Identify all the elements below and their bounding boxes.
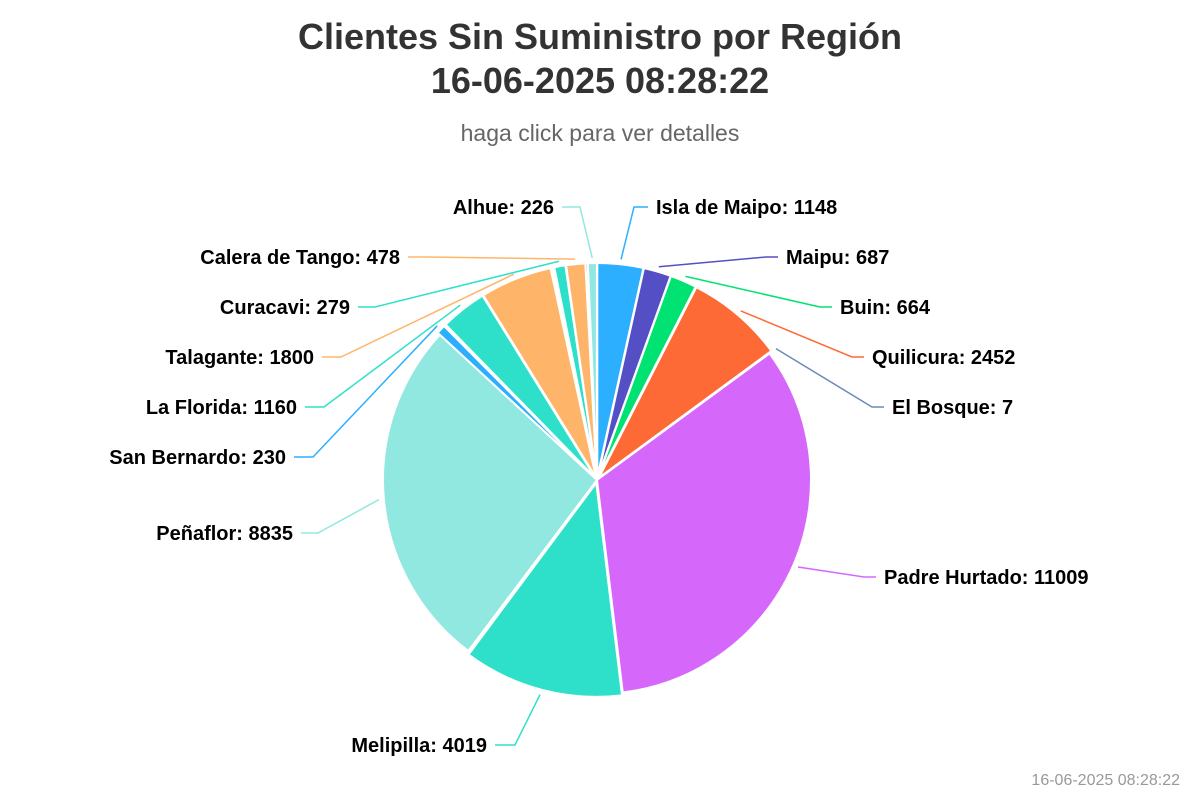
connector-el-bosque xyxy=(775,347,884,408)
connector-san-bernardo xyxy=(294,325,438,458)
chart-subtitle: haga click para ver detalles xyxy=(460,120,740,146)
data-label-san-bernardo[interactable]: San Bernardo: 230 xyxy=(109,447,286,469)
connector-melipilla xyxy=(495,694,541,746)
connector-la-florida xyxy=(305,304,461,408)
data-label-la-florida[interactable]: La Florida: 1160 xyxy=(146,397,297,419)
data-label-talagante[interactable]: Talagante: 1800 xyxy=(165,347,314,369)
pie-slice-quilicura[interactable] xyxy=(597,286,773,479)
data-label-isla-de-maipo[interactable]: Isla de Maipo: 1148 xyxy=(656,197,837,219)
data-label-maipu[interactable]: Maipu: 687 xyxy=(786,247,889,269)
connector-calera-de-tango xyxy=(408,256,576,260)
connector-isla-de-maipo xyxy=(620,206,648,260)
data-label-curacavi[interactable]: Curacavi: 279 xyxy=(220,297,350,319)
chart-title: Clientes Sin Suministro por Región xyxy=(297,16,903,57)
pie-slice-penaflor[interactable] xyxy=(382,333,598,652)
connector-maipu xyxy=(658,256,778,268)
connector-penaflor xyxy=(301,498,380,534)
connector-quilicura xyxy=(740,310,864,358)
connector-buin xyxy=(685,275,832,308)
data-label-melipilla[interactable]: Melipilla: 4019 xyxy=(351,735,487,757)
data-label-quilicura[interactable]: Quilicura: 2452 xyxy=(872,347,1015,369)
data-label-el-bosque[interactable]: El Bosque: 7 xyxy=(892,397,1013,419)
connector-padre-hurtado xyxy=(797,566,876,578)
pie-slices xyxy=(382,262,812,698)
data-label-calera-de-tango[interactable]: Calera de Tango: 478 xyxy=(200,247,400,269)
data-label-padre-hurtado[interactable]: Padre Hurtado: 11009 xyxy=(884,567,1089,589)
connector-alhue xyxy=(562,206,593,259)
timestamp-credit: 16-06-2025 08:28:22 xyxy=(1031,772,1180,789)
chart-title-timestamp: 16-06-2025 08:28:22 xyxy=(430,60,770,101)
pie-slice-padre-hurtado[interactable] xyxy=(596,352,812,694)
data-label-alhue[interactable]: Alhue: 226 xyxy=(453,197,554,219)
pie-slice-melipilla[interactable] xyxy=(467,481,624,698)
data-label-penaflor[interactable]: Peñaflor: 8835 xyxy=(156,523,293,545)
connector-curacavi xyxy=(358,260,560,308)
data-labels: Isla de Maipo: 1148 Maipu: 687 Buin: 664 Qu… xyxy=(109,197,1088,757)
connector-talagante xyxy=(322,273,515,358)
data-label-buin[interactable]: Buin: 664 xyxy=(840,297,931,319)
label-connectors xyxy=(294,206,884,746)
pie-slice-alhue[interactable] xyxy=(586,262,598,479)
